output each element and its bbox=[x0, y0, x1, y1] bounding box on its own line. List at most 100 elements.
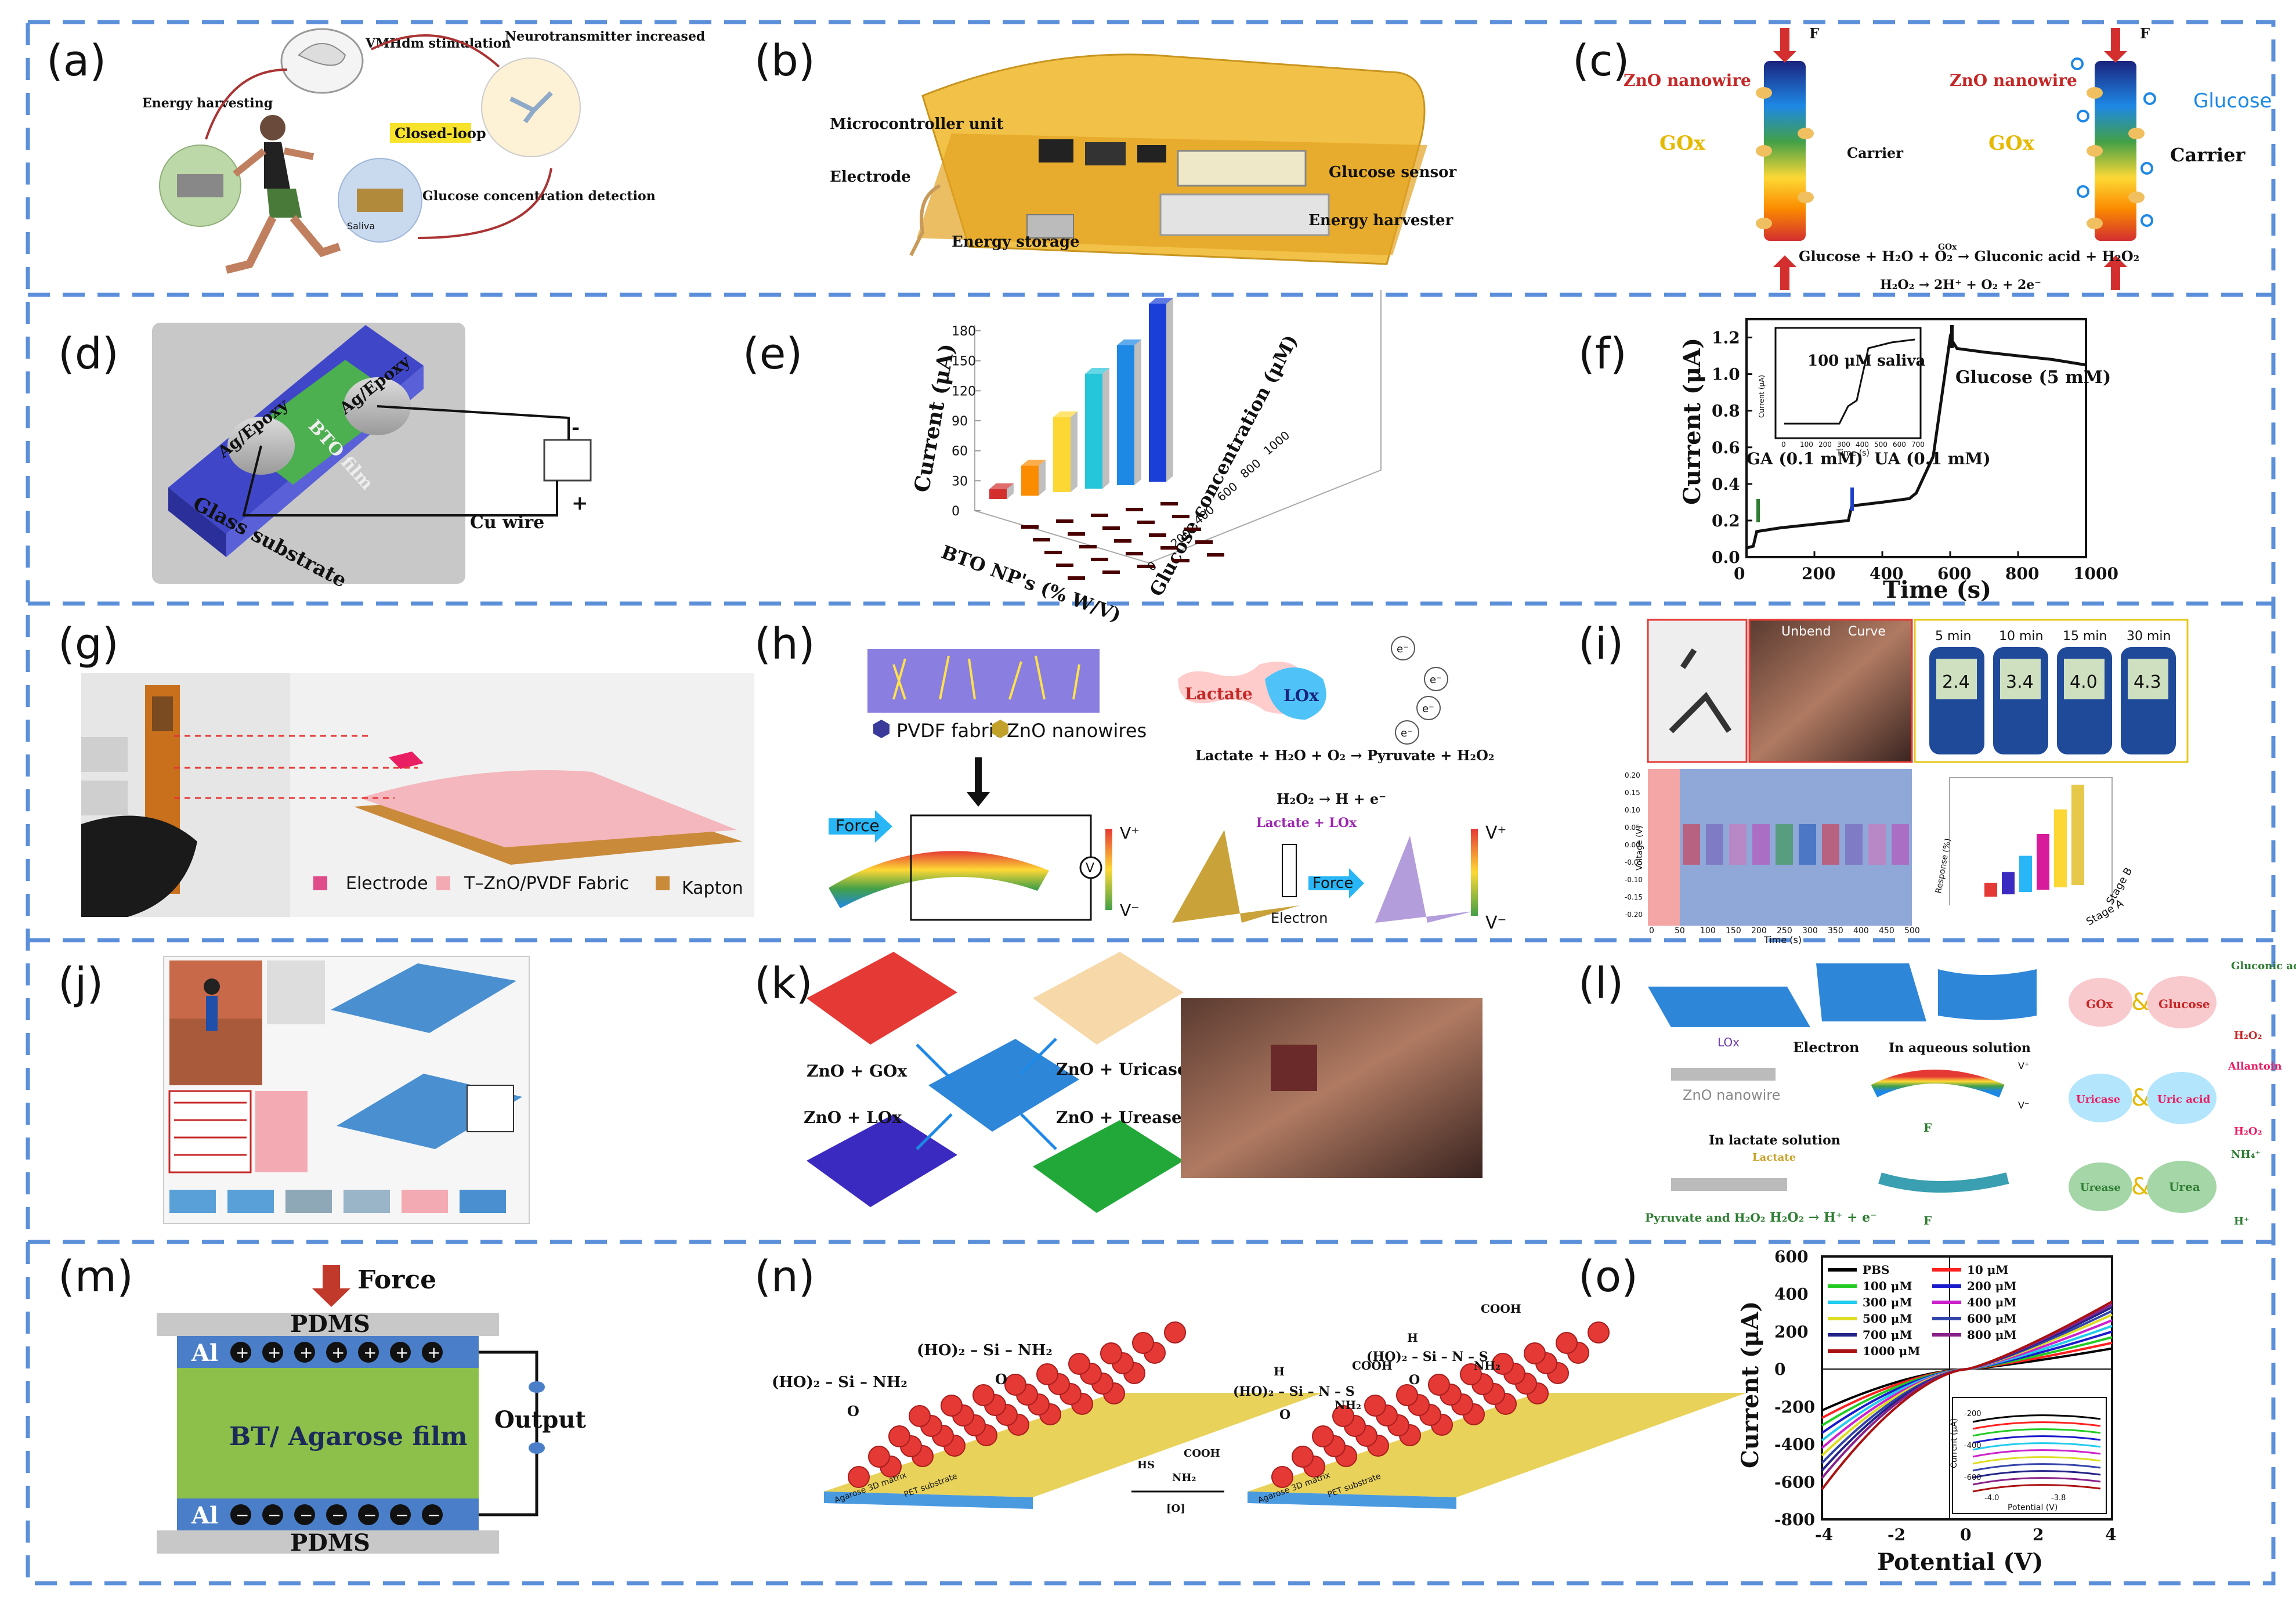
f-inset bbox=[1774, 327, 1922, 439]
c-zno-right: ZnO nanowire bbox=[1950, 71, 2077, 90]
o-inset-lines bbox=[1972, 1414, 2101, 1493]
n-reagent-nh2: NH₂ bbox=[1172, 1472, 1196, 1484]
j-device-top bbox=[331, 963, 516, 1033]
k-urease: ZnO + Urease bbox=[1056, 1108, 1182, 1127]
e-ytick: 0 bbox=[952, 504, 960, 519]
n-sphere bbox=[1428, 1374, 1450, 1396]
l-lactate-solution: In lactate solution bbox=[1709, 1133, 1841, 1148]
meter-icon bbox=[543, 439, 592, 482]
l-f2: F bbox=[1923, 1214, 1932, 1227]
i-xtick: 450 bbox=[1879, 926, 1894, 936]
n-cooh1: COOH bbox=[1352, 1359, 1393, 1373]
i-photo-arm bbox=[1748, 619, 1913, 763]
f-ytick: 0.8 bbox=[1712, 402, 1740, 421]
i-curve: Curve bbox=[1848, 624, 1886, 639]
i-bars-box bbox=[1949, 777, 2113, 905]
l-vplus: V⁺ bbox=[2018, 1060, 2029, 1071]
o-ytick: -200 bbox=[1774, 1397, 1815, 1417]
c-carrier-left: Carrier bbox=[1847, 145, 1903, 161]
n-h2: H bbox=[1407, 1331, 1418, 1345]
energy-harvester-block bbox=[1159, 193, 1330, 236]
b-energy-storage: Energy storage bbox=[952, 233, 1080, 251]
f-series-line bbox=[1746, 333, 2087, 550]
a-vmhdm: VMHdm stimulation bbox=[365, 36, 511, 51]
n-nh2-1: NH₂ bbox=[1335, 1398, 1361, 1412]
m-film-bar bbox=[177, 1368, 479, 1498]
m-minus-sign: − bbox=[299, 1505, 313, 1525]
o-ytick: 200 bbox=[1774, 1322, 1808, 1341]
d-cu: Cu wire bbox=[470, 512, 544, 533]
h-force2-arrow bbox=[1308, 868, 1364, 898]
n-sphere bbox=[1524, 1342, 1546, 1364]
panel-k: ZnO + GOx ZnO + Uricase ZnO + LOx ZnO + … bbox=[804, 952, 1483, 1213]
m-plus-sign: + bbox=[299, 1343, 313, 1362]
chip-1 bbox=[1039, 139, 1073, 162]
h-lox: LOx bbox=[1283, 686, 1319, 705]
e-zero-bar bbox=[1102, 526, 1120, 530]
k-patch-center bbox=[928, 1039, 1079, 1132]
m-plus-charge bbox=[390, 1342, 411, 1363]
o-legend-label: 400 μM bbox=[1967, 1295, 2017, 1309]
m-minus-charge bbox=[358, 1504, 379, 1525]
o-series-line bbox=[1821, 1300, 2113, 1490]
runner-figure bbox=[225, 115, 341, 274]
label-d: (d) bbox=[58, 329, 119, 379]
e-ytick: 30 bbox=[952, 474, 968, 489]
n-reagent-hs: HS bbox=[1137, 1459, 1155, 1471]
o-legend-label: 200 μM bbox=[1967, 1279, 2017, 1293]
a-neuro: Neurotransmitter increased bbox=[505, 29, 705, 44]
h-electrons: e⁻ e⁻ e⁻ e⁻ bbox=[1391, 636, 1448, 745]
e-ytick: 180 bbox=[952, 324, 976, 339]
m-plus-charge bbox=[326, 1342, 347, 1363]
e-bar-side bbox=[1071, 411, 1078, 492]
f-inset-ylabel: Current (μA) bbox=[1758, 375, 1766, 418]
e-ytick: 60 bbox=[952, 445, 968, 459]
m-minus-charge bbox=[262, 1504, 283, 1525]
l-hplus: H⁺ bbox=[2234, 1215, 2250, 1227]
o-inset-line bbox=[1972, 1456, 2101, 1465]
e-zero-bar bbox=[1021, 525, 1039, 529]
e-box bbox=[974, 290, 1382, 564]
o-legend-label: PBS bbox=[1863, 1263, 1889, 1277]
h-reaction: Lactate + H₂O + O₂ → Pyruvate + H₂O₂ bbox=[1195, 747, 1494, 764]
o-inset-xtick-2: -3.8 bbox=[2051, 1494, 2066, 1503]
l-nh4: NH₄⁺ bbox=[2231, 1149, 2261, 1161]
f-xtick: 600 bbox=[1937, 564, 1971, 583]
l-urea: Urea bbox=[2169, 1180, 2200, 1194]
e-bar-side bbox=[1166, 298, 1173, 482]
m-plus-sign: + bbox=[395, 1343, 408, 1362]
g-inset-2 bbox=[81, 781, 128, 815]
n-sphere bbox=[888, 1425, 910, 1447]
e-zero-bar bbox=[1149, 533, 1166, 537]
l-h2o2-1: H₂O₂ bbox=[2234, 1030, 2262, 1042]
n-sphere bbox=[1556, 1332, 1578, 1354]
e-bar-side bbox=[1039, 460, 1046, 496]
l-gox: GOx bbox=[2086, 997, 2114, 1011]
i-signal-block bbox=[1868, 824, 1886, 865]
i-time-label: Time (s) bbox=[1763, 934, 1802, 945]
i-signal-block bbox=[1845, 824, 1863, 865]
i-ytick: 0.05 bbox=[1625, 824, 1640, 832]
i-yticks: 0.20 0.15 0.10 0.05 0.00 -0.05 -0.10 -0.15 -0.20 bbox=[1625, 771, 1643, 919]
f-inset-xtick: 200 bbox=[1818, 440, 1832, 449]
h-vbar-2 bbox=[1471, 829, 1478, 916]
l-uric-blob bbox=[2147, 1072, 2217, 1124]
o-inset-ytick-2: -400 bbox=[1964, 1442, 1982, 1450]
i-xtick: 100 bbox=[1700, 926, 1716, 936]
f-inset-xtick: 300 bbox=[1837, 440, 1850, 449]
j-circuit-pattern bbox=[168, 1090, 252, 1173]
b-mcu: Microcontroller unit bbox=[830, 115, 1003, 133]
f-ytick: 0.2 bbox=[1712, 511, 1740, 530]
panel-letters: (a) (b) (c) (d) (e) (f) (g) (h) (i) (j) … bbox=[46, 36, 1638, 1302]
l-urease: Urease bbox=[2080, 1182, 2121, 1194]
m-minus-charge bbox=[326, 1504, 347, 1525]
i-ytick: 0.20 bbox=[1625, 771, 1640, 779]
neuron-icon bbox=[509, 91, 553, 124]
f-inset-xlabel: Time (s) bbox=[1836, 449, 1870, 458]
l-vminus: V⁻ bbox=[2018, 1100, 2029, 1111]
n-sphere bbox=[909, 1405, 931, 1427]
i-signal-block bbox=[1776, 824, 1793, 865]
svg-text:e⁻: e⁻ bbox=[1397, 643, 1409, 655]
